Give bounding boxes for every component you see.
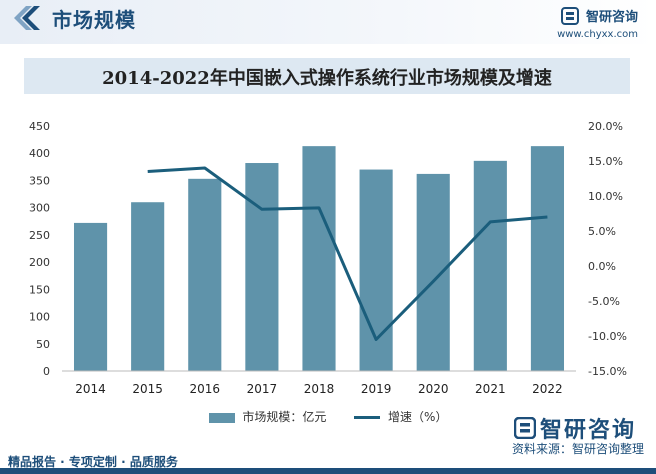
bar <box>73 222 108 371</box>
chart-area: 0 50 100 150 200 250 300 350 400 450 -15.0% -10.0% -… <box>29 120 627 396</box>
x-tick-label: 2022 <box>532 382 563 396</box>
header-chevron-icon <box>14 6 40 30</box>
chart-title: 2014-2022年中国嵌入式操作系统行业市场规模及增速 <box>102 68 552 89</box>
data-source: 资料来源：智研咨询整理 <box>511 442 644 456</box>
y-tick-label: 400 <box>29 147 50 160</box>
x-tick-label: 2020 <box>418 382 449 396</box>
x-tick-label: 2016 <box>190 382 221 396</box>
legend-line-swatch <box>354 416 381 419</box>
y2-tick-label: 10.0% <box>588 190 623 203</box>
x-tick-label: 2021 <box>475 382 506 396</box>
y-tick-label: 150 <box>29 283 50 296</box>
chart-title-banner: 2014-2022年中国嵌入式操作系统行业市场规模及增速 <box>24 58 630 94</box>
y-tick-label: 450 <box>29 120 50 133</box>
footer-logo: 智研咨询 <box>513 412 636 444</box>
y2-tick-label: 0.0% <box>588 260 616 273</box>
y2-tick-label: -15.0% <box>588 365 627 378</box>
x-tick-label: 2014 <box>75 382 106 396</box>
y2-tick-label: 15.0% <box>588 155 623 168</box>
bar <box>245 163 279 371</box>
footer-logo-text: 智研咨询 <box>539 418 636 443</box>
brand-logo-icon <box>560 6 579 25</box>
footer-bar <box>0 468 656 474</box>
legend-line-label: 增速（%） <box>388 410 448 424</box>
bar <box>473 160 507 371</box>
x-tick-label: 2018 <box>304 382 335 396</box>
y2-tick-label: -10.0% <box>588 330 627 343</box>
section-title: 市场规模 <box>52 8 136 32</box>
y-tick-label: 250 <box>29 229 50 242</box>
bar <box>188 178 222 371</box>
y-tick-label: 50 <box>36 338 50 351</box>
page-header: 市场规模 智研咨询 www.chyxx.com <box>0 0 656 44</box>
y2-tick-label: -5.0% <box>588 295 620 308</box>
bar <box>131 202 165 371</box>
legend-item-line: 增速（%） <box>354 408 447 425</box>
bar <box>530 146 565 371</box>
brand-url: www.chyxx.com <box>557 29 638 40</box>
y-tick-label: 200 <box>29 256 50 269</box>
y2-tick-label: 5.0% <box>588 225 616 238</box>
y-tick-label: 100 <box>29 311 50 324</box>
y-tick-label: 300 <box>29 202 50 215</box>
y2-tick-label: 20.0% <box>588 120 623 133</box>
y-tick-label: 350 <box>29 174 50 187</box>
legend-bar-swatch <box>208 412 235 423</box>
x-tick-label: 2015 <box>132 382 163 396</box>
brand: 智研咨询 <box>560 5 638 25</box>
y-tick-label: 0 <box>43 365 50 378</box>
chart-legend: 市场规模：亿元 增速（%） <box>0 408 656 425</box>
growth-line <box>147 166 548 341</box>
brand-name: 智研咨询 <box>585 10 638 25</box>
legend-bar-label: 市场规模：亿元 <box>242 410 327 424</box>
bar <box>416 173 450 371</box>
footer-logo-icon <box>513 416 537 440</box>
x-tick-label: 2017 <box>247 382 278 396</box>
bar <box>302 146 336 371</box>
legend-item-bar: 市场规模：亿元 <box>208 408 327 425</box>
footer-services: 精品报告 · 专项定制 · 品质服务 <box>8 455 178 469</box>
x-tick-label: 2019 <box>361 382 392 396</box>
